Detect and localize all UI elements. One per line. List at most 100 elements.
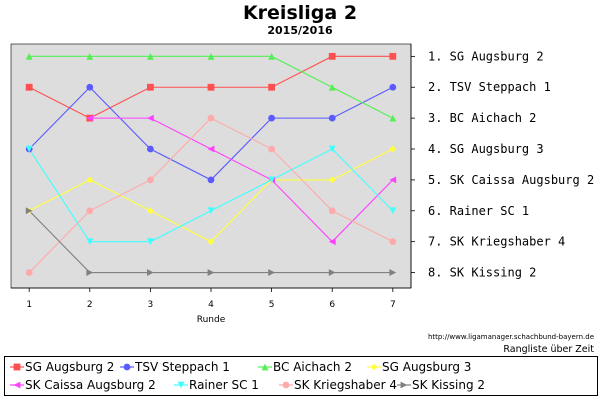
legend: SG Augsburg 2 TSV Steppach 1 BC Aichach 2 S… (4, 356, 598, 396)
rank-labels: 1. SG Augsburg 2 2. TSV Steppach 1 3. BC A… (411, 49, 594, 280)
series-marker (268, 145, 276, 153)
legend-label: SK Kissing 2 (412, 378, 486, 392)
series-marker (146, 52, 154, 60)
series-marker (146, 83, 154, 91)
series-marker (25, 145, 33, 153)
rank-label: 1. SG Augsburg 2 (428, 49, 544, 63)
rank-label: 7. SK Kriegshaber 4 (428, 235, 565, 249)
chart-canvas: 1 2 3 4 5 6 7 Runde 1. SG Augsburg 2 2. TSV Step… (10, 43, 594, 325)
series-marker (389, 145, 397, 153)
series-line (89, 117, 394, 243)
legend-swatch (397, 381, 411, 389)
legend-swatch (279, 381, 293, 389)
x-axis-label: Runde (197, 315, 226, 325)
chart-subtitle: 2015/2016 (267, 24, 333, 37)
series-marker (389, 114, 397, 122)
series-marker (261, 363, 269, 371)
chart-title: Kreisliga 2 (242, 2, 358, 24)
series-marker (328, 176, 336, 184)
series-marker (86, 269, 94, 276)
series-marker (268, 176, 276, 184)
series-marker (25, 52, 33, 60)
legend-label: TSV Steppach 1 (135, 360, 230, 374)
series-marker (86, 176, 94, 184)
legend-swatch (120, 363, 134, 371)
series-marker (25, 207, 33, 215)
x-tick-label: 7 (390, 300, 396, 310)
x-tick-label: 2 (87, 300, 93, 310)
legend-label: SK Caissa Augsburg 2 (25, 378, 156, 392)
series-marker (207, 176, 215, 184)
series-marker (207, 114, 215, 122)
series-marker (86, 83, 94, 91)
legend-label: SG Augsburg 2 (25, 360, 115, 374)
series-marker (400, 381, 408, 389)
x-tick-label: 4 (208, 300, 214, 310)
series-marker (146, 207, 154, 215)
series-marker (146, 145, 154, 153)
series-marker (328, 114, 336, 122)
series-marker (282, 381, 290, 389)
rank-label: 5. SK Caissa Augsburg 2 (428, 173, 594, 187)
plot-area (10, 43, 412, 289)
series-marker (25, 83, 33, 91)
rank-label: 4. SG Augsburg 3 (428, 142, 544, 156)
series-marker (328, 238, 336, 246)
legend-label: BC Aichach 2 (273, 360, 352, 374)
axes: 1 2 3 4 5 6 7 Runde (11, 44, 412, 325)
series-marker (328, 207, 336, 215)
legend-swatch (10, 363, 24, 371)
rank-label: 6. Rainer SC 1 (428, 204, 529, 218)
legend-swatch (10, 381, 24, 389)
series-marker (207, 207, 215, 215)
rank-label: 3. BC Aichach 2 (428, 111, 536, 125)
series-marker (268, 114, 276, 122)
series-marker (389, 176, 397, 184)
series-marker (389, 238, 397, 246)
legend-swatch (174, 381, 188, 389)
series-marker (268, 52, 276, 60)
series-marker (328, 83, 336, 91)
x-tick-label: 5 (269, 300, 275, 310)
series-markers (25, 52, 397, 276)
x-tick-label: 6 (329, 300, 335, 310)
rank-label: 2. TSV Steppach 1 (428, 80, 551, 94)
series-marker (389, 52, 397, 60)
series-marker (207, 145, 215, 153)
legend-label: SK Kriegshaber 4 (294, 378, 398, 392)
series-marker (328, 145, 336, 153)
series-marker (123, 363, 131, 371)
series-marker (146, 238, 154, 246)
series-marker (86, 207, 94, 215)
series-marker (389, 269, 397, 276)
source-url[interactable]: http://www.ligamanager.schachbund-bayern… (427, 333, 594, 341)
legend-swatch (367, 363, 381, 371)
series-marker (328, 269, 336, 276)
series-marker (25, 269, 33, 276)
series-marker (207, 238, 215, 246)
series-marker (207, 83, 215, 91)
chart-caption: Rangliste über Zeit (503, 344, 594, 355)
series-marker (86, 238, 94, 246)
series-marker (389, 83, 397, 91)
series-marker (207, 269, 215, 276)
x-tick-label: 3 (148, 300, 154, 310)
series-marker (86, 114, 94, 122)
series-marker (146, 176, 154, 184)
series-marker (86, 52, 94, 60)
rank-label: 8. SK Kissing 2 (428, 266, 536, 280)
series-marker (177, 381, 185, 389)
series-marker (146, 114, 154, 122)
series-marker (268, 83, 276, 91)
series-marker (13, 363, 21, 371)
series-marker (370, 363, 378, 371)
legend-swatch (258, 363, 272, 371)
series-marker (146, 269, 154, 276)
series-marker (268, 269, 276, 276)
legend-label: SG Augsburg 3 (382, 360, 472, 374)
series-marker (389, 207, 397, 215)
series-marker (328, 52, 336, 60)
series-marker (13, 381, 21, 389)
legend-label: Rainer SC 1 (189, 378, 259, 392)
x-tick-label: 1 (26, 300, 32, 310)
